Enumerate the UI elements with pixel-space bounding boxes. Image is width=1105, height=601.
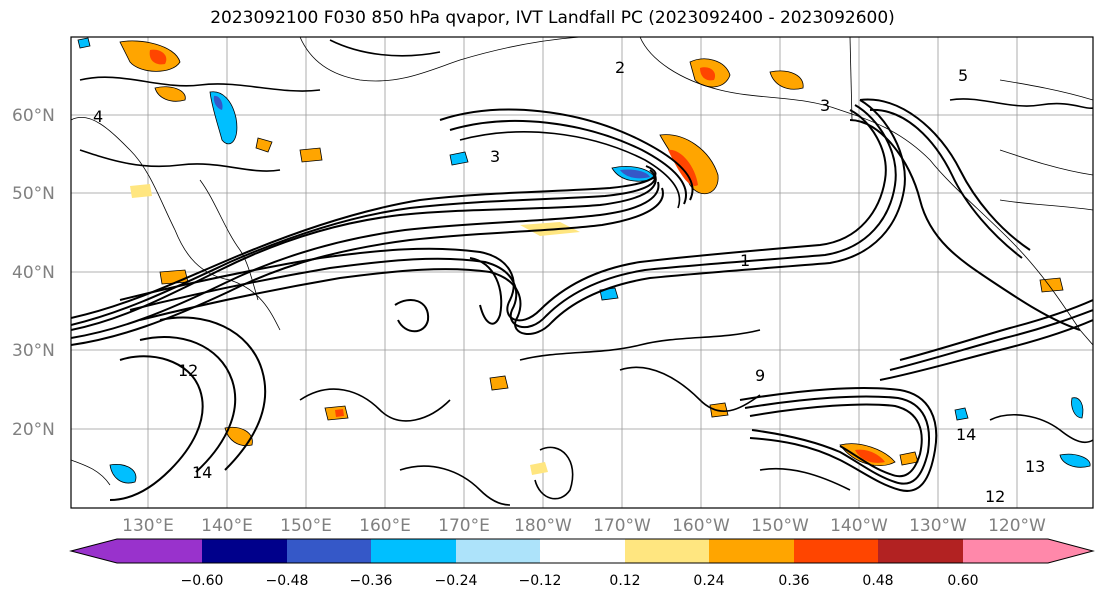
contour-label: 14 — [192, 463, 212, 482]
colorbar-segment — [878, 539, 963, 563]
colorbar-tick-label: 0.12 — [609, 573, 640, 589]
lon-label: 130°E — [122, 516, 174, 536]
coastlines — [71, 37, 1093, 486]
contour-label: 1 — [740, 251, 750, 270]
lon-label: 170°E — [438, 516, 490, 536]
contour-label: 4 — [93, 107, 103, 126]
colorbar-outline — [69, 538, 1095, 564]
colorbar-tick-label: −0.24 — [435, 573, 478, 589]
colorbar-segment — [709, 539, 794, 563]
contour-label: 12 — [178, 361, 198, 380]
contour-labels: 3 4 1 12 14 9 13 5 2 14 12 3 — [93, 58, 1045, 506]
map-content: 3 4 1 12 14 9 13 5 2 14 12 3 — [71, 37, 1093, 508]
lat-label: 50°N — [12, 184, 55, 204]
lon-label: 170°W — [593, 516, 651, 536]
colorbar-segment — [540, 539, 625, 563]
contour-label: 5 — [958, 66, 968, 85]
colorbar-tick-label: 0.48 — [862, 573, 893, 589]
map-title: 2023092100 F030 850 hPa qvapor, IVT Land… — [210, 8, 895, 28]
map-frame — [70, 36, 1094, 509]
contour-label: 14 — [956, 425, 976, 444]
lon-label: 150°W — [751, 516, 809, 536]
contour-label: 9 — [755, 366, 765, 385]
contour-label: 13 — [1025, 457, 1045, 476]
lat-label: 30°N — [12, 341, 55, 361]
lon-label: 120°W — [988, 516, 1046, 536]
lon-label: 180°W — [514, 516, 572, 536]
colorbar-tick-label: −0.60 — [181, 573, 224, 589]
graticule — [71, 37, 1093, 508]
colorbar-tick-label: −0.36 — [350, 573, 393, 589]
lon-label: 130°W — [909, 516, 967, 536]
colorbar: −0.60 −0.48 −0.36 −0.24 −0.12 0.12 0.24 … — [69, 538, 1095, 589]
ivt-contours — [71, 39, 1093, 506]
colorbar-segment — [371, 539, 456, 563]
lon-label: 150°E — [280, 516, 332, 536]
colorbar-tick-label: −0.12 — [519, 573, 562, 589]
colorbar-tick-label: 0.60 — [947, 573, 978, 589]
colorbar-extend-low — [71, 539, 117, 563]
colorbar-tick-label: 0.36 — [778, 573, 809, 589]
lon-label: 160°E — [359, 516, 411, 536]
colorbar-segment — [794, 539, 878, 563]
colorbar-extend-high — [963, 539, 1093, 563]
lat-label: 60°N — [12, 106, 55, 126]
lon-label: 140°E — [201, 516, 253, 536]
colorbar-tick-label: 0.24 — [693, 573, 724, 589]
lon-axis: 130°E 140°E 150°E 160°E 170°E 180°W 170°… — [122, 516, 1046, 536]
contour-label: 12 — [985, 487, 1005, 506]
colorbar-segment — [287, 539, 371, 563]
lon-label: 160°W — [672, 516, 730, 536]
colorbar-tick-label: −0.48 — [266, 573, 309, 589]
colorbar-segment — [117, 539, 202, 563]
colorbar-segment — [202, 539, 287, 563]
contour-label: 3 — [820, 96, 830, 115]
lat-axis: 60°N 50°N 40°N 30°N 20°N — [12, 106, 55, 440]
lat-label: 40°N — [12, 263, 55, 283]
colorbar-segment — [456, 539, 540, 563]
lat-label: 20°N — [12, 420, 55, 440]
qvapor-shading — [77, 37, 1091, 484]
colorbar-segment — [625, 539, 709, 563]
lon-label: 140°W — [830, 516, 888, 536]
contour-label: 2 — [615, 58, 625, 77]
contour-label: 3 — [490, 147, 500, 166]
